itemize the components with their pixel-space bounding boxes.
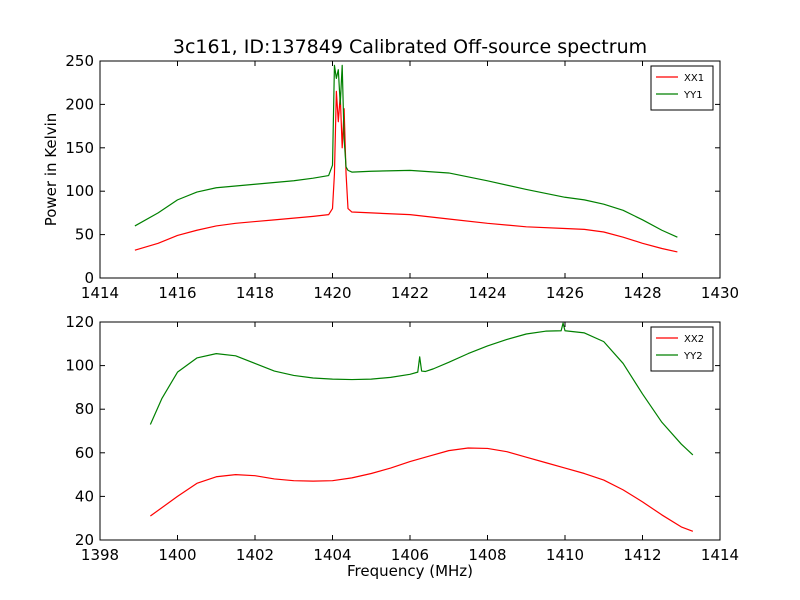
x-tick-label: 1400 xyxy=(158,546,196,564)
y-tick-label: 150 xyxy=(65,139,94,157)
series-line-xx1 xyxy=(134,90,678,253)
x-tick-label: 1422 xyxy=(391,284,429,302)
x-tick-label: 1406 xyxy=(391,546,429,564)
legend: XX1 YY1 xyxy=(650,65,714,111)
x-tick-label: 1418 xyxy=(236,284,274,302)
y-tick-label: 100 xyxy=(65,357,94,375)
x-tick-label: 1430 xyxy=(701,284,739,302)
series-line-xx2 xyxy=(150,447,694,532)
x-tick-label: 1404 xyxy=(313,546,351,564)
spectrum-plot-1: 1414 1416 1418 1420 1422 1424 1426 1428 1430 0 50 1… xyxy=(42,52,739,302)
x-tick-label: 1398 xyxy=(81,546,119,564)
x-tick-label: 1402 xyxy=(236,546,274,564)
series-line-yy2 xyxy=(149,322,694,456)
legend: XX2 YY2 xyxy=(650,326,714,372)
x-tick-label: 1412 xyxy=(623,546,661,564)
legend-label: YY1 xyxy=(683,90,703,101)
plot-area xyxy=(149,322,694,532)
y-tick-label: 100 xyxy=(65,182,94,200)
y-tick-label: 250 xyxy=(65,52,94,70)
y-tick-label: 20 xyxy=(75,531,94,549)
x-tick-label: 1414 xyxy=(701,546,739,564)
series-line-yy1 xyxy=(134,64,678,238)
x-tick-label: 1426 xyxy=(546,284,584,302)
y-tick-label: 60 xyxy=(75,444,94,462)
y-tick-label: 80 xyxy=(75,400,94,418)
spectrum-plot-2: 1398 1400 1402 1404 1406 1408 1410 1412 1414 20 40… xyxy=(65,313,739,580)
y-tick-label: 0 xyxy=(84,269,94,287)
x-axis-label: Frequency (MHz) xyxy=(347,562,473,580)
legend-label: XX1 xyxy=(684,73,704,84)
x-tick-label: 1410 xyxy=(546,546,584,564)
x-tick-label: 1414 xyxy=(81,284,119,302)
legend-box xyxy=(650,326,714,372)
x-tick-label: 1428 xyxy=(623,284,661,302)
axes-frame xyxy=(99,321,721,541)
y-tick-label: 120 xyxy=(65,313,94,331)
x-tick-label: 1416 xyxy=(158,284,196,302)
y-tick-label: 40 xyxy=(75,487,94,505)
chart-title: 3c161, ID:137849 Calibrated Off-source s… xyxy=(173,36,647,58)
legend-label: XX2 xyxy=(684,334,704,345)
y-axis-label: Power in Kelvin xyxy=(42,113,60,227)
y-tick-label: 200 xyxy=(65,95,94,113)
x-tick-label: 1408 xyxy=(468,546,506,564)
axes-frame xyxy=(99,60,721,279)
plot-area xyxy=(134,64,678,253)
x-tick-label: 1420 xyxy=(313,284,351,302)
y-tick-label: 50 xyxy=(75,226,94,244)
x-tick-label: 1424 xyxy=(468,284,506,302)
legend-box xyxy=(650,65,714,111)
legend-label: YY2 xyxy=(683,351,703,362)
